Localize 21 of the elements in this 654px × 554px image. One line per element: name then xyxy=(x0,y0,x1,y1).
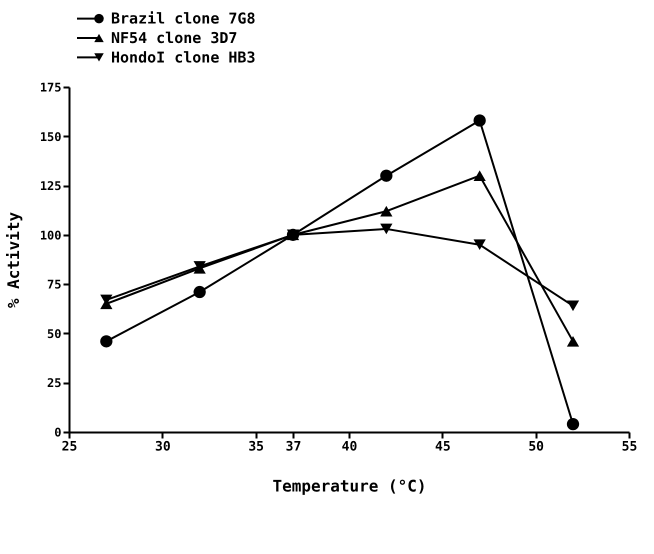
x-tick-label: 35 xyxy=(248,440,264,454)
y-tick-label: 75 xyxy=(47,278,62,292)
y-tick-label: 125 xyxy=(40,179,62,194)
x-tick-label: 30 xyxy=(155,440,171,454)
x-axis-title: Temperature (°C) xyxy=(272,476,427,496)
y-tick-label: 150 xyxy=(40,130,62,144)
y-axis-title: % Activity xyxy=(4,211,23,308)
x-tick-label: 37 xyxy=(286,440,302,454)
y-tick-label: 0 xyxy=(54,426,62,440)
x-tick-label: 40 xyxy=(342,440,358,454)
x-tick-label: 25 xyxy=(62,440,78,454)
legend-label: HondoI clone HB3 xyxy=(111,48,256,66)
y-tick-label: 100 xyxy=(40,228,62,242)
y-tick-label: 175 xyxy=(40,80,62,94)
y-tick-label: 25 xyxy=(47,376,62,390)
y-tick-label: 50 xyxy=(47,326,62,341)
x-tick-label: 55 xyxy=(622,440,638,454)
x-tick-label: 45 xyxy=(435,440,451,454)
x-tick-label: 50 xyxy=(528,440,544,454)
legend-label: Brazil clone 7G8 xyxy=(111,10,256,28)
legend-label: NF54 clone 3D7 xyxy=(111,29,238,47)
